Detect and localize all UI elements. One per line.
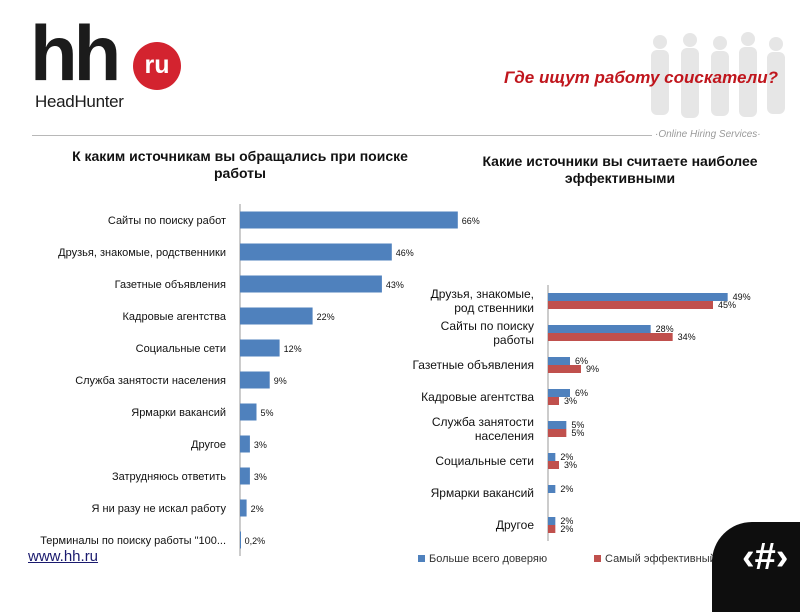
chart1-bar	[240, 339, 280, 357]
chart1-category-label: Сайты по поиску работ	[108, 215, 226, 227]
chart2-bar-trust	[548, 357, 570, 365]
chart1-data-label: 46%	[396, 248, 414, 258]
chart1-bar	[240, 275, 382, 293]
headhunter-logo: hh ru HeadHunter	[30, 14, 190, 118]
chart1-category-label: Социальные сети	[136, 343, 226, 355]
chart2-data-label: 5%	[571, 428, 584, 438]
chart2-bar-trust	[548, 389, 570, 397]
chart2-legend-label: Больше всего доверяю	[429, 553, 547, 565]
logo-subtitle: HeadHunter	[35, 92, 124, 111]
chart1-bar	[240, 499, 247, 517]
chart2-data-label: 2%	[560, 484, 573, 494]
chart1-bar	[240, 307, 313, 325]
chart2-bar-effective	[548, 333, 673, 341]
chart1-data-label: 43%	[386, 280, 404, 290]
chart1-category-label: Ярмарки вакансий	[131, 407, 226, 419]
tagline: ·Online Hiring Services·	[655, 129, 761, 140]
chart2-bar-effective	[548, 301, 713, 309]
footer-url-link[interactable]: www.hh.ru	[28, 548, 99, 565]
chart2-data-label: 2%	[560, 524, 573, 534]
page-title: Где ищут работу соискатели?	[504, 68, 778, 87]
chart2-category-label: род ственники	[454, 301, 534, 315]
chart1-data-label: 12%	[284, 344, 302, 354]
chart1-bar	[240, 243, 392, 261]
chart2-bar-effective	[548, 429, 567, 437]
chart2-bar-effective	[548, 461, 559, 469]
chart2-bar-trust	[548, 453, 556, 461]
chart2-category-label: Кадровые агентства	[421, 390, 534, 404]
chart2-title: Какие источники вы считаете наиболее эфф…	[482, 153, 758, 186]
chart2-category-label: работы	[493, 333, 534, 347]
chart2-data-label: 9%	[586, 364, 599, 374]
chart1-data-label: 3%	[254, 472, 267, 482]
chart1-data-label: 0,2%	[245, 536, 266, 546]
chart1-category-label: Кадровые агентства	[123, 311, 227, 323]
chart1-category-label: Другое	[191, 439, 226, 451]
chart2-category-label: Газетные объявления	[412, 358, 534, 372]
chart1-bar	[240, 371, 270, 389]
chart2-category-label: Служба занятости	[432, 415, 534, 429]
chart2-bar-trust	[548, 293, 728, 301]
chart1-data-label: 66%	[462, 216, 480, 226]
chart2-bar-trust	[548, 517, 556, 525]
chart2-data-label: 2%	[560, 516, 573, 526]
chart2-data-label: 5%	[571, 420, 584, 430]
chart2-data-label: 2%	[560, 452, 573, 462]
chart1-bar	[240, 211, 458, 229]
chart1-data-label: 9%	[274, 376, 287, 386]
chart1-category-label: Газетные объявления	[115, 279, 226, 291]
chart2-data-label: 3%	[564, 460, 577, 470]
chart1-category-label: Затрудняюсь ответить	[112, 471, 226, 483]
chart1-data-label: 5%	[261, 408, 274, 418]
chart1-data-label: 22%	[317, 312, 335, 322]
people-silhouettes-icon	[651, 32, 785, 118]
chart1-bar	[240, 435, 250, 453]
logo-hh-text: hh	[30, 9, 121, 97]
chart2-bar-trust	[548, 421, 567, 429]
header-divider	[32, 135, 652, 136]
chart2-legend-swatch	[418, 555, 425, 562]
chart1-category-label: Я ни разу не искал работу	[92, 503, 227, 515]
chart1-category-label: Друзья, знакомые, родственники	[58, 247, 226, 259]
slide-number-glyph: ‹#›	[742, 536, 789, 578]
chart2-data-label: 34%	[678, 332, 696, 342]
chart1-data-label: 3%	[254, 440, 267, 450]
slide-number-badge: ‹#›	[712, 522, 800, 612]
chart2-bar-effective	[548, 365, 581, 373]
chart1-bar	[240, 403, 257, 421]
chart2-legend-label: Самый эффективный	[605, 553, 716, 565]
chart2-bar-effective	[548, 525, 556, 533]
chart2-data-label: 6%	[575, 388, 588, 398]
chart1-category-label: Терминалы по поиску работы "100...	[40, 535, 226, 547]
chart1-category-label: Служба занятости населения	[75, 375, 226, 387]
chart1-title: К каким источникам вы обращались при пои…	[72, 148, 408, 181]
chart2-legend-swatch	[594, 555, 601, 562]
chart2-data-label: 3%	[564, 396, 577, 406]
chart2-data-label: 6%	[575, 356, 588, 366]
chart2-category-label: Другое	[496, 518, 534, 532]
chart2-category-label: населения	[475, 429, 534, 443]
chart2-category-label: Социальные сети	[435, 454, 534, 468]
logo-ru-badge: ru	[133, 42, 181, 90]
chart2-data-label: 45%	[718, 300, 736, 310]
chart2-category-label: Сайты по поиску	[441, 319, 534, 333]
chart2-category-label: Друзья, знакомые,	[431, 287, 534, 301]
chart1-data-label: 2%	[251, 504, 264, 514]
chart2-bar-effective	[548, 397, 559, 405]
chart2-category-label: Ярмарки вакансий	[431, 486, 534, 500]
chart2-data-label: 28%	[656, 324, 674, 334]
chart2-bar-trust	[548, 485, 556, 493]
chart1-bar	[240, 531, 241, 549]
chart2-data-label: 49%	[733, 292, 751, 302]
chart2-bar-trust	[548, 325, 651, 333]
chart1-bar	[240, 467, 250, 485]
